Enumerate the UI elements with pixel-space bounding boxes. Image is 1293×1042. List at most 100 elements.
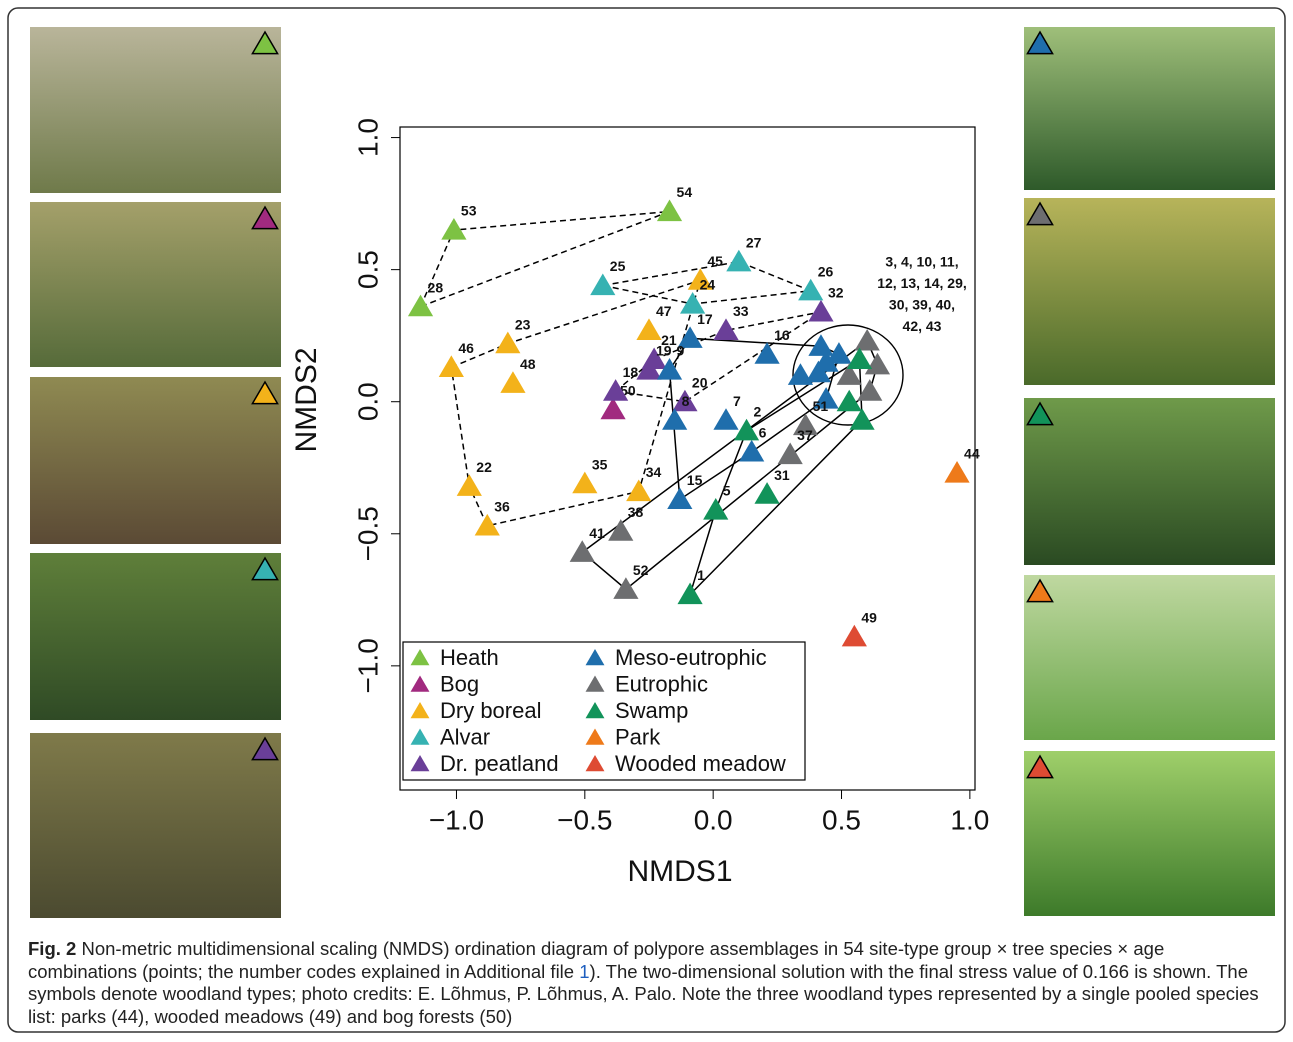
- photo: [30, 27, 281, 193]
- legend-label: Wooded meadow: [615, 751, 786, 776]
- point: [847, 347, 872, 369]
- point: [798, 279, 823, 301]
- point-label: 48: [520, 356, 536, 372]
- page: NMDS1 NMDS2 −1.0−0.50.00.51.0−1.0−0.50.0…: [0, 0, 1293, 1042]
- photo: [1024, 27, 1275, 190]
- point: [754, 482, 779, 504]
- point-label: 49: [861, 609, 877, 625]
- caption-link[interactable]: 1: [579, 961, 589, 982]
- point-label: 25: [610, 258, 626, 274]
- point-label: 45: [707, 253, 723, 269]
- point: [626, 480, 651, 502]
- point: [726, 250, 751, 272]
- point: [500, 371, 525, 393]
- point: [572, 472, 597, 494]
- point-label: 46: [458, 340, 474, 356]
- point-label: 6: [759, 425, 767, 441]
- photo: [1024, 751, 1275, 916]
- point-label: 8: [682, 393, 690, 409]
- point: [842, 625, 867, 647]
- photo: [30, 202, 281, 367]
- point-label: 15: [687, 472, 703, 488]
- legend-label: Dry boreal: [440, 698, 541, 723]
- point-label: 53: [461, 203, 477, 219]
- annotation: 30, 39, 40,: [889, 297, 955, 313]
- x-tick-label: −1.0: [429, 804, 484, 835]
- point-label: 52: [633, 562, 649, 578]
- point-label: 18: [623, 364, 639, 380]
- point: [754, 342, 779, 364]
- point-label: 5: [723, 483, 731, 499]
- point: [778, 443, 803, 465]
- y-tick-label: −1.0: [352, 638, 383, 693]
- legend-label: Eutrophic: [615, 671, 708, 696]
- point-label: 38: [628, 504, 644, 520]
- y-tick-label: 0.5: [352, 250, 383, 289]
- point-label: 31: [774, 467, 790, 483]
- figure: NMDS1 NMDS2 −1.0−0.50.00.51.0−1.0−0.50.0…: [0, 0, 1293, 1042]
- point: [495, 332, 520, 354]
- point: [657, 200, 682, 222]
- annotation: 42, 43: [903, 318, 942, 334]
- point: [739, 440, 764, 462]
- point: [457, 474, 482, 496]
- point-label: 27: [746, 234, 762, 250]
- point: [849, 408, 874, 430]
- point-label: 9: [677, 343, 685, 359]
- legend-label: Dr. peatland: [440, 751, 559, 776]
- point-label: 35: [592, 456, 608, 472]
- point: [713, 318, 738, 340]
- point: [944, 461, 969, 483]
- x-tick-label: 0.0: [694, 804, 733, 835]
- y-tick-label: 1.0: [352, 118, 383, 157]
- point-label: 33: [733, 303, 749, 319]
- point-label: 51: [813, 398, 829, 414]
- photo: [30, 733, 281, 918]
- point: [667, 487, 692, 509]
- point-label: 23: [515, 316, 531, 332]
- point-label: 22: [476, 459, 492, 475]
- legend-label: Park: [615, 724, 661, 749]
- caption: Fig. 2 Non-metric multidimensional scali…: [28, 938, 1268, 1028]
- y-axis-title: NMDS2: [290, 347, 323, 452]
- point-label: 37: [797, 427, 813, 443]
- point-label: 16: [774, 327, 790, 343]
- point: [662, 408, 687, 430]
- point: [408, 295, 433, 317]
- point-label: 24: [700, 277, 716, 293]
- point-label: 41: [589, 525, 605, 541]
- point-label: 17: [697, 311, 713, 327]
- point-label: 54: [677, 184, 693, 200]
- point: [590, 273, 615, 295]
- legend-label: Heath: [440, 645, 499, 670]
- annotation: 12, 13, 14, 29,: [877, 275, 967, 291]
- point: [636, 318, 661, 340]
- annotation: 3, 4, 10, 11,: [885, 254, 958, 270]
- point-label: 32: [828, 285, 844, 301]
- y-tick-label: 0.0: [352, 382, 383, 421]
- photo: [30, 377, 281, 544]
- point-label: 47: [656, 303, 672, 319]
- point-label: 34: [646, 464, 662, 480]
- point-label: 28: [428, 279, 444, 295]
- photo: [30, 553, 281, 720]
- point: [439, 355, 464, 377]
- legend-label: Bog: [440, 671, 479, 696]
- point: [713, 408, 738, 430]
- legend-label: Swamp: [615, 698, 688, 723]
- point-label: 20: [692, 374, 708, 390]
- photo: [1024, 575, 1275, 740]
- point-label: 26: [818, 263, 834, 279]
- point: [570, 540, 595, 562]
- point: [613, 577, 638, 599]
- x-axis-title: NMDS1: [627, 855, 732, 888]
- caption-label: Fig. 2: [28, 938, 76, 959]
- point-label: 2: [754, 403, 762, 419]
- point-label: 7: [733, 393, 741, 409]
- point: [600, 398, 625, 420]
- point: [808, 300, 833, 322]
- legend-label: Meso-eutrophic: [615, 645, 767, 670]
- point: [475, 514, 500, 536]
- point-label: 19: [656, 343, 672, 359]
- x-tick-label: −0.5: [557, 804, 612, 835]
